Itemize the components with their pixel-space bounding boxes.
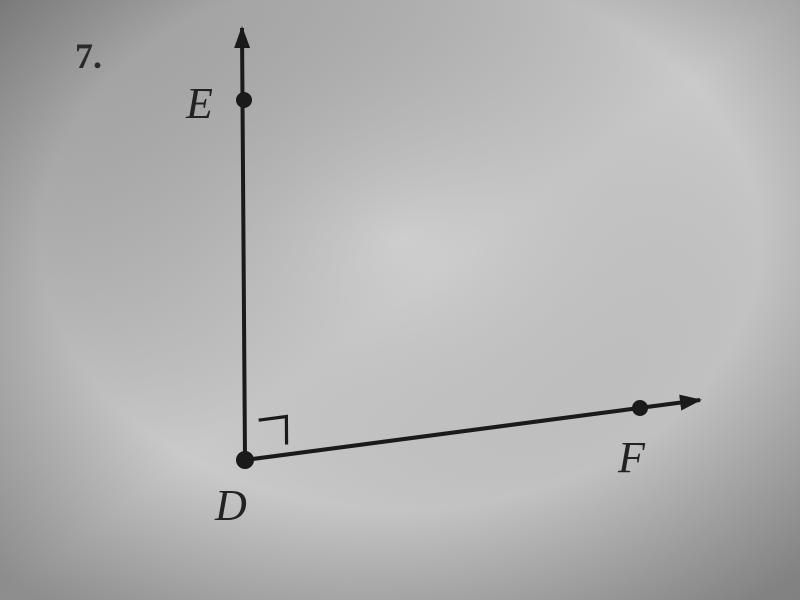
label-d: D [215, 480, 247, 531]
point-d [236, 451, 254, 469]
right-angle-marker [259, 417, 287, 445]
point-f [632, 400, 648, 416]
label-f: F [618, 432, 645, 483]
angle-diagram [0, 0, 800, 600]
point-e [236, 92, 252, 108]
label-e: E [186, 78, 213, 129]
